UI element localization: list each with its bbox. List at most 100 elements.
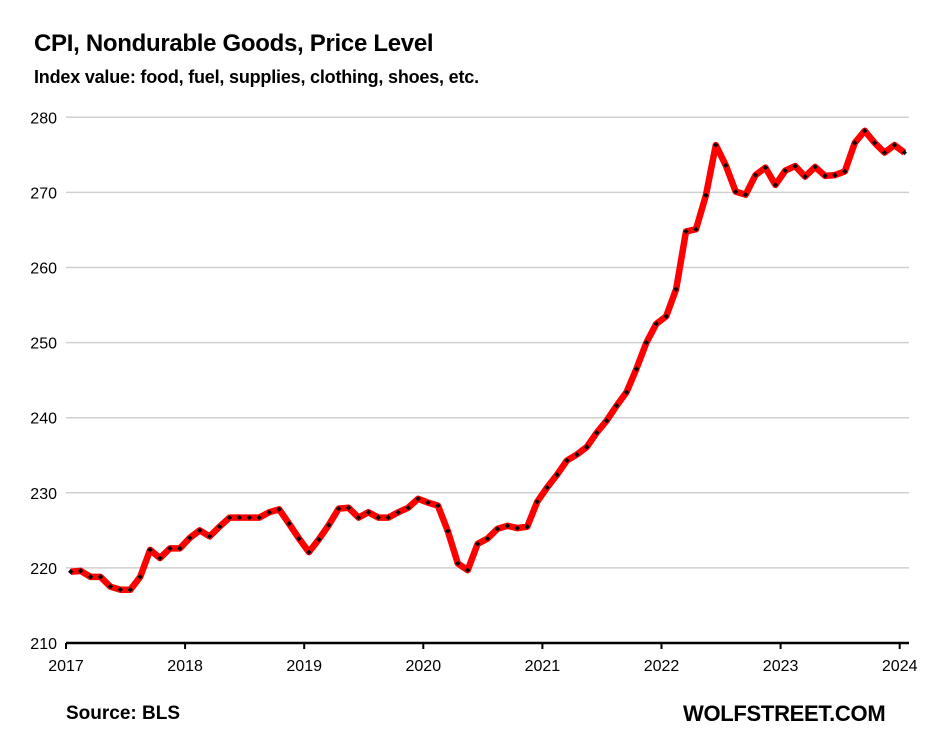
data-point [762,165,769,171]
data-point [633,366,640,372]
data-point [365,509,372,515]
data-point [207,533,213,539]
data-point [891,142,898,148]
data-point [405,505,411,511]
data-point [187,535,193,541]
data-point [832,172,838,178]
data-point [455,560,461,566]
data-point [78,568,84,574]
data-point [733,189,739,195]
data-point [326,522,332,528]
gridlines [66,116,909,569]
y-tick-label: 220 [30,561,57,578]
data-point [623,389,630,395]
data-point [484,536,491,542]
data-point [743,192,749,198]
data-point [881,149,888,156]
x-tick-label: 2017 [48,658,84,675]
data-point [524,523,530,530]
data-point [226,514,233,521]
data-point [236,514,243,521]
data-point [544,484,550,491]
x-tick-label: 2021 [525,658,561,675]
data-point [256,514,262,521]
data-point [355,514,362,521]
data-point [872,140,878,146]
x-tick-label: 2018 [167,658,203,675]
data-point [216,523,223,530]
y-tick-label: 240 [30,411,57,428]
data-point [137,574,143,580]
data-point [97,574,104,580]
data-point [713,142,719,148]
y-tick-label: 210 [30,636,57,653]
data-point [752,172,759,178]
data-point [504,523,510,529]
data-point [643,340,649,346]
source-note: Source: BLS [66,703,181,724]
data-point [673,286,679,292]
data-point [306,549,312,555]
data-point [683,228,689,235]
data-point [385,514,391,521]
y-tick-label: 230 [30,486,57,503]
data-point [653,321,659,327]
data-point [445,528,451,534]
data-point [574,451,580,458]
series-line [70,127,907,593]
data-point [167,545,173,551]
x-tick-label: 2024 [882,658,918,675]
data-point [336,505,342,512]
data-point [862,128,868,134]
data-point [68,569,74,575]
data-point [425,499,431,506]
data-point [107,584,113,590]
data-point [276,506,282,512]
chart-title: CPI, Nondurable Goods, Price Level [34,30,434,57]
data-point [494,526,501,532]
data-point [812,164,818,170]
data-point [564,457,570,464]
data-point [157,555,163,561]
x-tick-label: 2023 [763,658,799,675]
watermark-logo: WOLFSTREET.COM [683,701,886,726]
data-point [177,545,183,551]
y-tick-label: 250 [30,336,57,353]
x-axis-tick-labels: 2017 2018 2019 2020 2021 2022 2023 2024 [48,658,917,675]
data-point [663,313,669,319]
data-point [296,536,302,542]
data-point [792,163,798,169]
data-point [147,547,153,553]
data-point [286,520,292,527]
y-tick-label: 270 [30,185,57,202]
data-point [475,541,481,547]
data-point [802,174,808,180]
data-point [703,192,709,199]
data-point [594,430,600,436]
data-point [435,502,441,509]
y-tick-label: 260 [30,261,57,278]
data-point [613,403,620,409]
y-axis-tick-labels: 210 220 230 240 250 260 270 280 [30,110,57,653]
data-point [842,168,848,174]
data-point [346,505,352,511]
data-point [693,226,699,232]
data-point [316,536,322,542]
data-point [723,162,729,168]
data-point [415,496,421,502]
data-point [782,168,788,174]
data-point [127,587,133,593]
data-point [375,514,381,521]
x-tick-label: 2022 [644,658,680,675]
series-cpi-nondurable [68,127,907,593]
data-point [852,140,858,146]
data-point [266,509,272,515]
data-point [772,182,778,188]
data-point [197,527,203,533]
data-point [246,514,252,521]
x-axis [65,641,909,649]
data-point [395,509,401,515]
data-point [514,525,520,531]
x-tick-label: 2020 [406,658,442,675]
